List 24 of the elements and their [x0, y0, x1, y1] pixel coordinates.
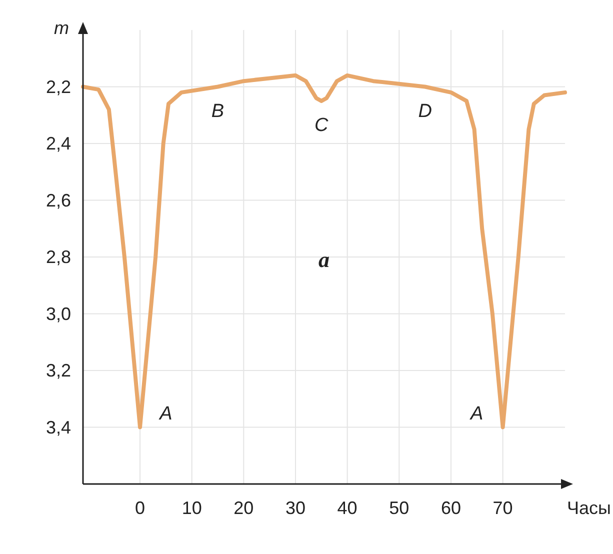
- x-tick-label: 50: [389, 498, 410, 518]
- y-tick-label: 3,2: [46, 360, 71, 380]
- x-tick-label: 60: [440, 498, 461, 518]
- y-tick-label: 3,4: [46, 417, 71, 438]
- y-tick-label: 2,8: [46, 247, 71, 267]
- y-tick-label: 2,4: [46, 134, 71, 154]
- annotation: a: [318, 247, 330, 272]
- y-axis-title: m: [54, 18, 69, 38]
- annotation: C: [314, 114, 329, 136]
- annotation: B: [211, 100, 224, 122]
- x-axis-title: Часы: [567, 498, 611, 518]
- line-series: [81, 73, 567, 430]
- annotation: D: [418, 100, 432, 122]
- x-tick-label: 70: [492, 498, 513, 518]
- x-tick-label: 40: [337, 498, 358, 518]
- x-tick-label: 10: [182, 498, 202, 518]
- x-tick-label: 20: [234, 498, 254, 518]
- y-tick-label: 3,0: [46, 304, 71, 324]
- annotation: A: [469, 403, 484, 424]
- x-tick-label: 30: [285, 498, 306, 518]
- y-tick-label: 2,2: [46, 76, 71, 97]
- x-tick-label: 0: [135, 498, 146, 518]
- annotation: A: [158, 403, 172, 424]
- y-tick-label: 2,6: [46, 190, 71, 210]
